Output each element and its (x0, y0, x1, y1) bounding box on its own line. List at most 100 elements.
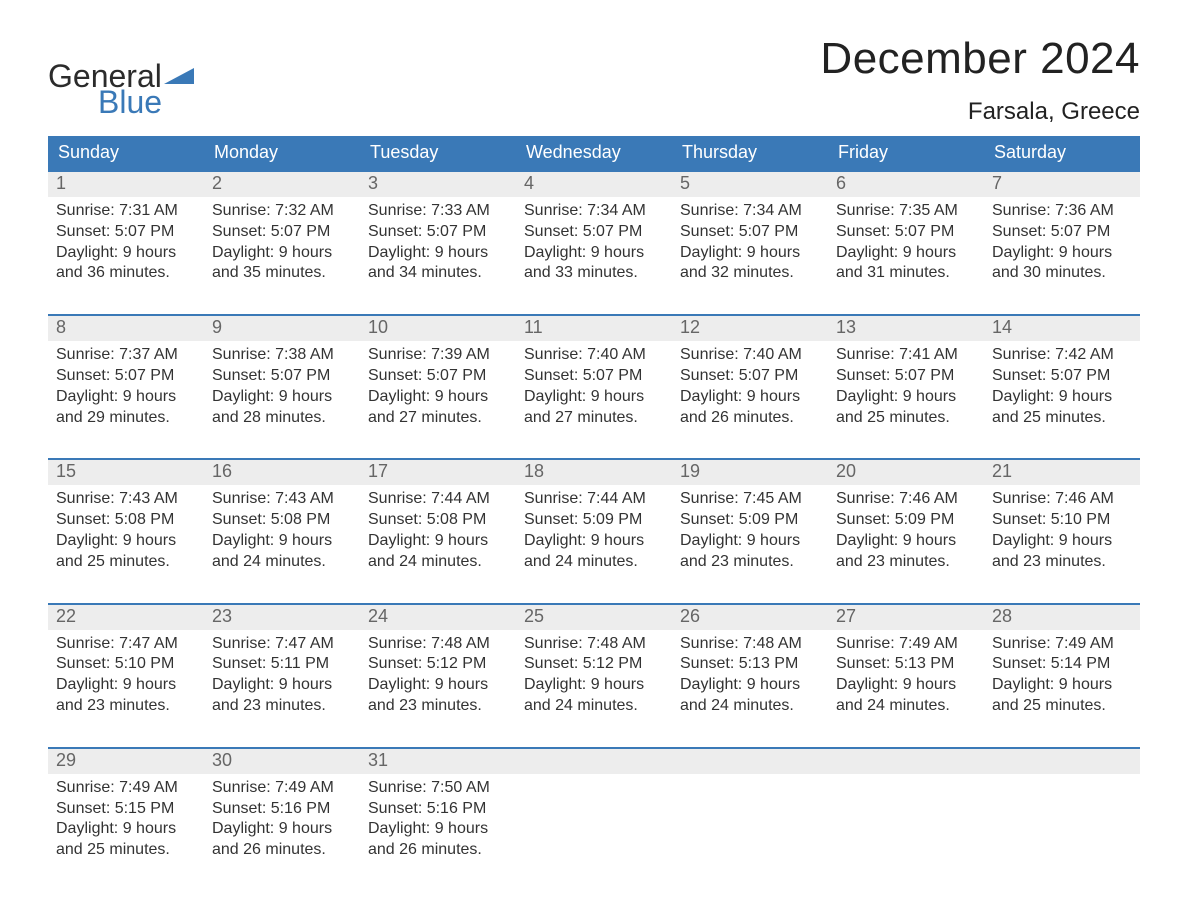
day-d2: and 23 minutes. (368, 696, 508, 717)
day-d1: Daylight: 9 hours (212, 819, 352, 840)
location: Farsala, Greece (820, 98, 1140, 126)
day-d2: and 24 minutes. (524, 696, 664, 717)
day-sunset: Sunset: 5:07 PM (680, 366, 820, 387)
day-d1: Daylight: 9 hours (836, 531, 976, 552)
weekday-header: Thursday (672, 136, 828, 170)
week-row: 1Sunrise: 7:31 AMSunset: 5:07 PMDaylight… (48, 170, 1140, 304)
day-cell: 21Sunrise: 7:46 AMSunset: 5:10 PMDayligh… (984, 460, 1140, 592)
day-sunset: Sunset: 5:08 PM (56, 510, 196, 531)
day-sunrise: Sunrise: 7:48 AM (524, 634, 664, 655)
day-d2: and 23 minutes. (212, 696, 352, 717)
day-cell: 16Sunrise: 7:43 AMSunset: 5:08 PMDayligh… (204, 460, 360, 592)
day-number: 28 (984, 605, 1140, 630)
day-d2: and 29 minutes. (56, 408, 196, 429)
day-sunrise: Sunrise: 7:49 AM (992, 634, 1132, 655)
title-block: December 2024 Farsala, Greece (820, 34, 1140, 126)
day-body: Sunrise: 7:49 AMSunset: 5:14 PMDaylight:… (984, 630, 1140, 717)
day-number: 1 (48, 172, 204, 197)
day-cell: 17Sunrise: 7:44 AMSunset: 5:08 PMDayligh… (360, 460, 516, 592)
day-sunset: Sunset: 5:07 PM (56, 222, 196, 243)
day-d1: Daylight: 9 hours (212, 675, 352, 696)
day-number: 21 (984, 460, 1140, 485)
top-row: General Blue December 2024 Farsala, Gree… (48, 34, 1140, 126)
day-cell: 19Sunrise: 7:45 AMSunset: 5:09 PMDayligh… (672, 460, 828, 592)
day-body: Sunrise: 7:37 AMSunset: 5:07 PMDaylight:… (48, 341, 204, 428)
day-sunrise: Sunrise: 7:48 AM (680, 634, 820, 655)
day-sunrise: Sunrise: 7:35 AM (836, 201, 976, 222)
day-number: 19 (672, 460, 828, 485)
day-sunrise: Sunrise: 7:36 AM (992, 201, 1132, 222)
day-number: 10 (360, 316, 516, 341)
day-sunset: Sunset: 5:16 PM (368, 799, 508, 820)
day-number: 18 (516, 460, 672, 485)
day-cell: 28Sunrise: 7:49 AMSunset: 5:14 PMDayligh… (984, 605, 1140, 737)
day-sunrise: Sunrise: 7:43 AM (212, 489, 352, 510)
day-d1: Daylight: 9 hours (680, 675, 820, 696)
day-sunrise: Sunrise: 7:45 AM (680, 489, 820, 510)
day-sunrise: Sunrise: 7:40 AM (524, 345, 664, 366)
day-cell: 1Sunrise: 7:31 AMSunset: 5:07 PMDaylight… (48, 172, 204, 304)
day-sunset: Sunset: 5:10 PM (56, 654, 196, 675)
day-cell: 27Sunrise: 7:49 AMSunset: 5:13 PMDayligh… (828, 605, 984, 737)
day-cell: . (984, 749, 1140, 881)
day-sunset: Sunset: 5:16 PM (212, 799, 352, 820)
day-sunset: Sunset: 5:08 PM (368, 510, 508, 531)
day-sunset: Sunset: 5:07 PM (836, 366, 976, 387)
day-number: 9 (204, 316, 360, 341)
day-sunset: Sunset: 5:12 PM (524, 654, 664, 675)
day-d2: and 25 minutes. (836, 408, 976, 429)
day-body: Sunrise: 7:48 AMSunset: 5:13 PMDaylight:… (672, 630, 828, 717)
day-d1: Daylight: 9 hours (992, 531, 1132, 552)
day-cell: . (516, 749, 672, 881)
day-sunset: Sunset: 5:08 PM (212, 510, 352, 531)
day-sunset: Sunset: 5:07 PM (836, 222, 976, 243)
week-row: 29Sunrise: 7:49 AMSunset: 5:15 PMDayligh… (48, 747, 1140, 881)
day-d1: Daylight: 9 hours (368, 387, 508, 408)
day-d1: Daylight: 9 hours (836, 243, 976, 264)
day-sunrise: Sunrise: 7:49 AM (836, 634, 976, 655)
day-body: Sunrise: 7:39 AMSunset: 5:07 PMDaylight:… (360, 341, 516, 428)
day-d2: and 31 minutes. (836, 263, 976, 284)
day-sunrise: Sunrise: 7:39 AM (368, 345, 508, 366)
logo: General Blue (48, 60, 194, 118)
day-cell: 8Sunrise: 7:37 AMSunset: 5:07 PMDaylight… (48, 316, 204, 448)
day-cell: . (828, 749, 984, 881)
day-sunset: Sunset: 5:07 PM (524, 366, 664, 387)
day-d1: Daylight: 9 hours (836, 387, 976, 408)
day-number: 31 (360, 749, 516, 774)
day-d1: Daylight: 9 hours (680, 387, 820, 408)
weekday-header-row: Sunday Monday Tuesday Wednesday Thursday… (48, 136, 1140, 170)
day-body: Sunrise: 7:42 AMSunset: 5:07 PMDaylight:… (984, 341, 1140, 428)
day-number: . (828, 749, 984, 774)
day-sunset: Sunset: 5:12 PM (368, 654, 508, 675)
month-title: December 2024 (820, 34, 1140, 84)
day-d2: and 32 minutes. (680, 263, 820, 284)
day-sunrise: Sunrise: 7:34 AM (680, 201, 820, 222)
day-sunrise: Sunrise: 7:50 AM (368, 778, 508, 799)
day-number: 30 (204, 749, 360, 774)
day-number: 24 (360, 605, 516, 630)
day-d1: Daylight: 9 hours (368, 243, 508, 264)
day-sunset: Sunset: 5:09 PM (680, 510, 820, 531)
day-cell: 18Sunrise: 7:44 AMSunset: 5:09 PMDayligh… (516, 460, 672, 592)
day-sunset: Sunset: 5:09 PM (524, 510, 664, 531)
day-cell: 10Sunrise: 7:39 AMSunset: 5:07 PMDayligh… (360, 316, 516, 448)
day-number: 5 (672, 172, 828, 197)
week-row: 15Sunrise: 7:43 AMSunset: 5:08 PMDayligh… (48, 458, 1140, 592)
day-d2: and 35 minutes. (212, 263, 352, 284)
day-body: Sunrise: 7:47 AMSunset: 5:10 PMDaylight:… (48, 630, 204, 717)
day-sunset: Sunset: 5:15 PM (56, 799, 196, 820)
day-body: Sunrise: 7:38 AMSunset: 5:07 PMDaylight:… (204, 341, 360, 428)
day-d1: Daylight: 9 hours (56, 675, 196, 696)
day-d2: and 33 minutes. (524, 263, 664, 284)
day-sunset: Sunset: 5:07 PM (992, 222, 1132, 243)
day-d2: and 26 minutes. (680, 408, 820, 429)
day-d2: and 25 minutes. (56, 552, 196, 573)
day-d2: and 25 minutes. (992, 696, 1132, 717)
day-d1: Daylight: 9 hours (212, 531, 352, 552)
day-body: Sunrise: 7:44 AMSunset: 5:09 PMDaylight:… (516, 485, 672, 572)
day-d2: and 30 minutes. (992, 263, 1132, 284)
day-sunset: Sunset: 5:13 PM (680, 654, 820, 675)
day-number: 14 (984, 316, 1140, 341)
day-body: Sunrise: 7:31 AMSunset: 5:07 PMDaylight:… (48, 197, 204, 284)
